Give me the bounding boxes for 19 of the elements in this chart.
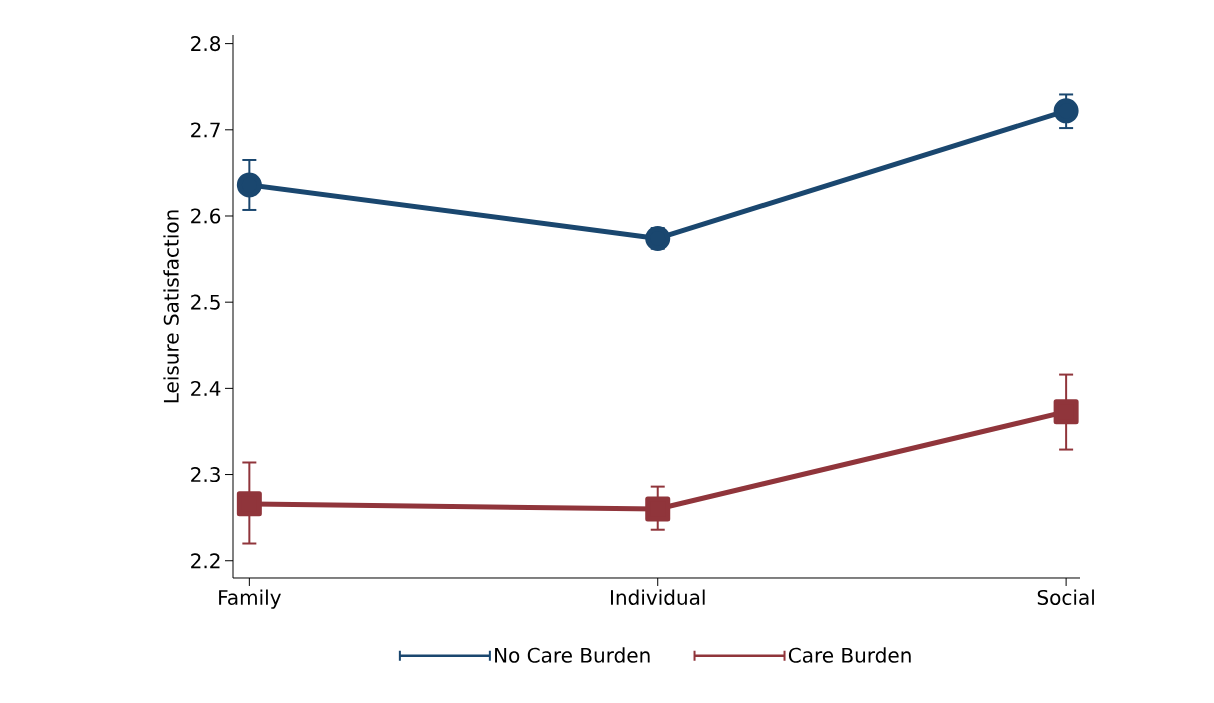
y-tick-label: 2.2: [191, 553, 220, 569]
point: [1053, 399, 1079, 425]
point: [236, 172, 262, 198]
y-tick-label: 2.6: [191, 208, 221, 224]
legend-label: No Care Burden: [495, 647, 650, 663]
y-tick-label: 2.8: [191, 36, 221, 52]
x-tick-label: Family: [219, 589, 281, 609]
x-tick-label: Social: [1037, 589, 1094, 605]
point: [236, 491, 262, 517]
legend-label: Care Burden: [788, 647, 911, 663]
point: [645, 225, 671, 251]
y-tick-label: 2.7: [191, 122, 220, 138]
point: [645, 496, 671, 522]
y-tick-label: 2.4: [191, 380, 221, 396]
point: [1053, 98, 1079, 124]
y-tick-label: 2.3: [191, 467, 220, 483]
y-tick-label: 2.5: [191, 294, 220, 310]
x-tick-label: Individual: [610, 589, 705, 605]
y-axis-title: Leisure Satisfaction: [163, 210, 179, 403]
